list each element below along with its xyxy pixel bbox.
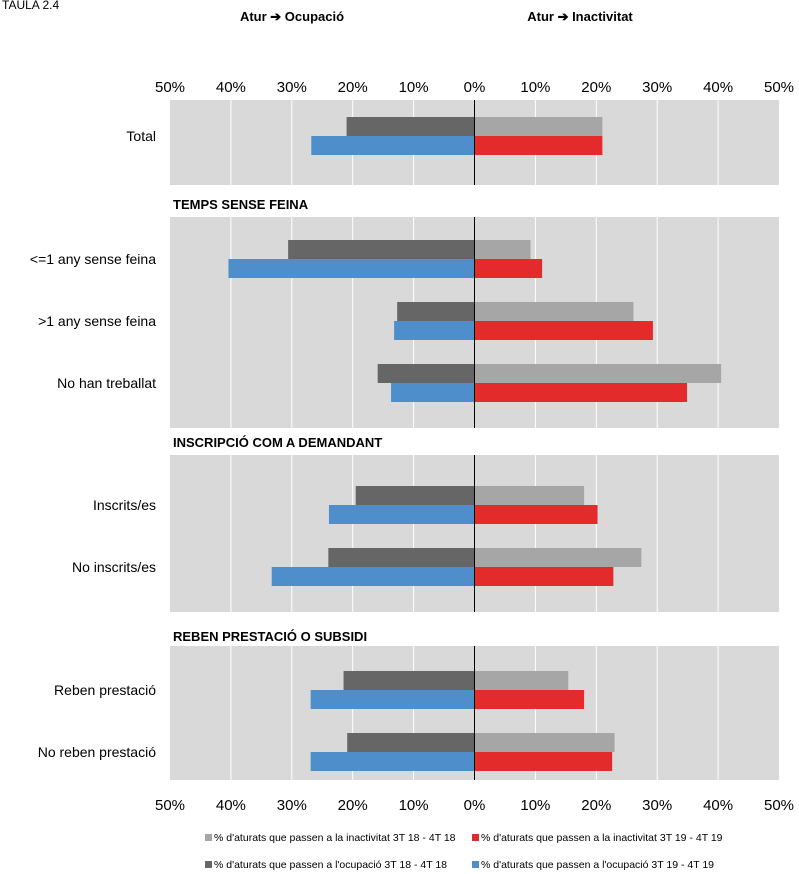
axis-bottom: 50% 40% 30% 20% 10% 0% 10% 20% 30% 40% 50%: [155, 797, 794, 814]
bar-ocup_prev: [343, 671, 475, 690]
bar-ocup_curr: [391, 383, 475, 402]
tick-label: 20%: [338, 79, 368, 96]
section-title: TEMPS SENSE FEINA: [173, 197, 309, 212]
header-right: Atur ➔ Inactivitat: [527, 9, 633, 24]
section-1: TEMPS SENSE FEINA <=1 any sense feina >1 a…: [30, 197, 779, 428]
category-label: Total: [126, 128, 156, 144]
bar-ocup_prev: [347, 733, 475, 752]
bar-ocup_curr: [228, 259, 475, 278]
tick-label: 10%: [399, 797, 429, 814]
bar-ocup_prev: [397, 302, 475, 321]
legend-label: % d'aturats que passen a l'ocupació 3T 1…: [481, 859, 714, 871]
tick-label: 30%: [277, 79, 307, 96]
category-label: Reben prestació: [54, 682, 156, 698]
legend-swatch: [205, 861, 212, 868]
legend-swatch: [205, 834, 212, 841]
tick-label: 10%: [520, 797, 550, 814]
section-title: INSCRIPCIÓ COM A DEMANDANT: [173, 435, 382, 450]
tick-label: 50%: [155, 797, 185, 814]
bar-ocup_curr: [328, 505, 475, 524]
tick-label: 10%: [399, 79, 429, 96]
legend: % d'aturats que passen a la inactivitat …: [205, 832, 723, 871]
legend-item-ocup_curr: % d'aturats que passen a l'ocupació 3T 1…: [472, 859, 714, 871]
tick-label: 10%: [520, 79, 550, 96]
category-label: No han treballat: [57, 375, 156, 391]
tick-label: 40%: [703, 797, 733, 814]
tick-label: 50%: [764, 797, 794, 814]
bar-inact_curr: [474, 567, 614, 586]
bar-inact_curr: [474, 321, 653, 340]
legend-label: % d'aturats que passen a la inactivitat …: [481, 832, 723, 844]
category-label: No reben prestació: [38, 744, 157, 760]
legend-label: % d'aturats que passen a la inactivitat …: [214, 832, 456, 844]
bar-ocup_curr: [310, 690, 475, 709]
bar-inact_prev: [474, 486, 585, 505]
bar-ocup_prev: [355, 486, 475, 505]
tick-label: 30%: [642, 79, 672, 96]
category-label: Inscrits/es: [93, 497, 156, 513]
bar-ocup_curr: [394, 321, 475, 340]
tick-label: 20%: [581, 79, 611, 96]
tick-label: 50%: [155, 79, 185, 96]
bar-inact_curr: [474, 505, 598, 524]
bar-inact_prev: [474, 240, 531, 259]
legend-item-inact_curr: % d'aturats que passen a la inactivitat …: [472, 832, 723, 844]
tick-label: 30%: [642, 797, 672, 814]
section-0: Total: [126, 100, 779, 185]
tick-label: 50%: [764, 79, 794, 96]
tick-label: 20%: [338, 797, 368, 814]
bar-inact_prev: [474, 302, 634, 321]
tick-label: 0%: [464, 797, 486, 814]
legend-item-inact_prev: % d'aturats que passen a la inactivitat …: [205, 832, 456, 844]
category-label: <=1 any sense feina: [30, 251, 156, 267]
bar-ocup_curr: [311, 136, 475, 155]
bar-ocup_curr: [310, 752, 475, 771]
bar-inact_prev: [474, 671, 569, 690]
bar-inact_curr: [474, 383, 688, 402]
legend-swatch: [472, 861, 479, 868]
section-title: REBEN PRESTACIÓ O SUBSIDI: [173, 629, 367, 644]
section-2: INSCRIPCIÓ COM A DEMANDANT Inscrits/es No …: [72, 435, 779, 612]
bar-inact_prev: [474, 364, 722, 383]
bar-inact_prev: [474, 117, 603, 136]
legend-swatch: [472, 834, 479, 841]
axis-top: 50% 40% 30% 20% 10% 0% 10% 20% 30% 40% 50%: [155, 79, 794, 96]
bar-inact_curr: [474, 136, 603, 155]
panels: Total TEMPS SENSE FEINA <=1 any sense fein…: [30, 100, 779, 780]
bar-ocup_prev: [377, 364, 475, 383]
tick-label: 40%: [216, 797, 246, 814]
tick-label: 0%: [464, 79, 486, 96]
legend-label: % d'aturats que passen a l'ocupació 3T 1…: [214, 859, 447, 871]
bar-ocup_prev: [346, 117, 475, 136]
bar-inact_prev: [474, 548, 642, 567]
tick-label: 40%: [216, 79, 246, 96]
tick-label: 30%: [277, 797, 307, 814]
bar-ocup_prev: [328, 548, 475, 567]
header-left: Atur ➔ Ocupació: [240, 9, 344, 24]
section-3: REBEN PRESTACIÓ O SUBSIDI Reben prestació…: [38, 629, 779, 780]
category-label: No inscrits/es: [72, 559, 156, 575]
bar-inact_prev: [474, 733, 615, 752]
bar-inact_curr: [474, 752, 613, 771]
legend-item-ocup_prev: % d'aturats que passen a l'ocupació 3T 1…: [205, 859, 447, 871]
tick-label: 20%: [581, 797, 611, 814]
bar-inact_curr: [474, 690, 585, 709]
bar-ocup_prev: [288, 240, 475, 259]
category-label: >1 any sense feina: [38, 313, 156, 329]
bar-ocup_curr: [271, 567, 475, 586]
tick-label: 40%: [703, 79, 733, 96]
top-caption: TAULA 2.4: [2, 0, 59, 12]
bar-inact_curr: [474, 259, 543, 278]
